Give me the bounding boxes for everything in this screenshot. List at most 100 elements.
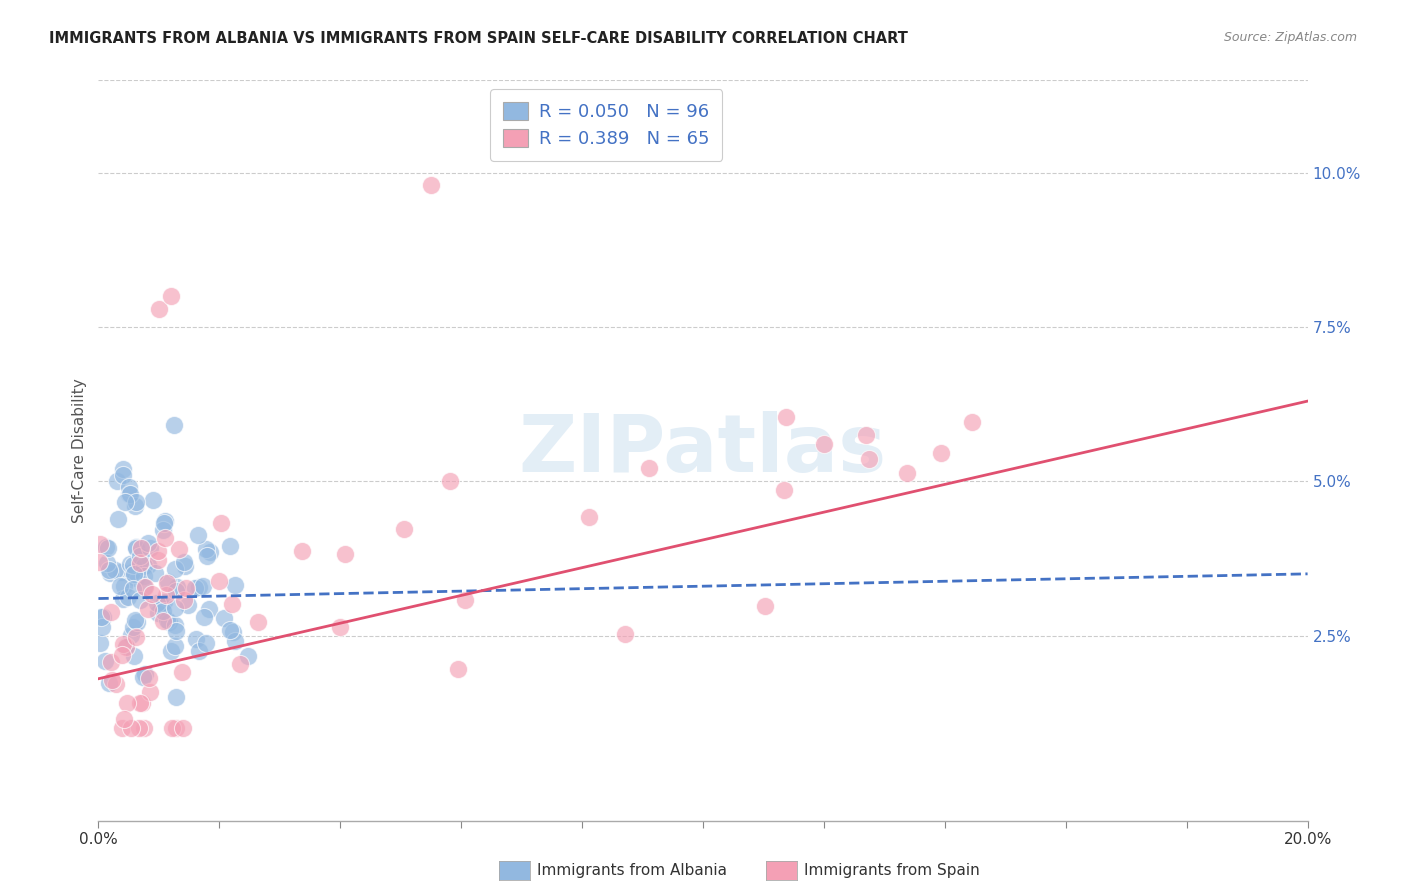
Point	[754, 599, 776, 614]
Point	[152, 516, 174, 531]
Point	[224, 634, 246, 648]
Point	[136, 535, 159, 549]
Point	[121, 620, 143, 634]
Point	[173, 593, 195, 607]
Point	[614, 627, 637, 641]
Point	[129, 556, 152, 570]
Point	[177, 598, 200, 612]
Point	[115, 696, 138, 710]
Point	[96, 540, 118, 554]
Point	[124, 613, 146, 627]
Point	[152, 614, 174, 628]
Point	[157, 575, 180, 590]
Point	[153, 514, 176, 528]
Point	[121, 565, 143, 579]
Point	[134, 558, 156, 573]
Point	[146, 596, 169, 610]
Point	[136, 602, 159, 616]
Point	[224, 577, 246, 591]
Point	[138, 671, 160, 685]
Point	[100, 655, 122, 669]
Point	[134, 581, 156, 595]
Point	[165, 583, 187, 598]
Point	[896, 466, 918, 480]
Text: Immigrants from Albania: Immigrants from Albania	[537, 863, 727, 878]
Point	[98, 675, 121, 690]
Point	[90, 610, 112, 624]
Point	[117, 590, 139, 604]
Point	[111, 721, 134, 735]
Point	[214, 611, 236, 625]
Point	[208, 574, 231, 588]
Point	[155, 588, 177, 602]
Point	[194, 635, 217, 649]
Point	[191, 579, 214, 593]
Point	[124, 499, 146, 513]
Point	[145, 566, 167, 581]
Point	[221, 597, 243, 611]
Point	[157, 615, 180, 630]
Point	[160, 289, 183, 303]
Point	[775, 410, 797, 425]
Point	[125, 630, 148, 644]
Point	[94, 654, 117, 668]
Point	[132, 671, 155, 685]
Point	[578, 509, 600, 524]
Point	[148, 606, 170, 620]
Point	[139, 684, 162, 698]
Point	[153, 531, 176, 545]
Point	[100, 605, 122, 619]
Point	[120, 721, 142, 735]
Point	[96, 556, 118, 570]
Point	[166, 581, 188, 595]
Point	[152, 604, 174, 618]
Point	[141, 586, 163, 600]
Point	[929, 446, 952, 460]
Point	[111, 648, 134, 662]
Point	[152, 523, 174, 537]
Point	[118, 480, 141, 494]
Point	[134, 666, 156, 681]
Point	[184, 632, 207, 646]
Point	[98, 566, 121, 580]
Point	[187, 528, 209, 542]
Point	[165, 690, 187, 705]
Point	[121, 558, 143, 572]
Point	[195, 542, 218, 557]
Point	[125, 615, 148, 630]
Point	[148, 301, 170, 316]
Point	[118, 558, 141, 572]
Point	[91, 609, 114, 624]
Point	[97, 541, 120, 556]
Point	[115, 639, 138, 653]
Point	[160, 721, 183, 735]
Point	[146, 544, 169, 558]
Point	[132, 568, 155, 582]
Point	[153, 595, 176, 609]
Point	[291, 544, 314, 558]
Point	[118, 486, 141, 500]
Point	[329, 620, 352, 634]
Point	[222, 624, 245, 639]
Point	[97, 563, 120, 577]
Point	[174, 559, 197, 574]
Point	[198, 545, 221, 559]
Point	[172, 721, 194, 735]
Point	[193, 610, 215, 624]
Point	[118, 487, 141, 501]
Point	[858, 451, 880, 466]
Point	[165, 618, 187, 632]
Point	[112, 713, 135, 727]
Point	[125, 541, 148, 555]
Point	[136, 558, 159, 572]
Point	[156, 613, 179, 627]
Point	[170, 665, 193, 680]
Point	[394, 523, 416, 537]
Point	[637, 461, 659, 475]
Point	[108, 579, 131, 593]
Point	[111, 462, 134, 476]
Point	[128, 696, 150, 710]
Point	[773, 483, 796, 497]
Point	[139, 541, 162, 556]
Point	[148, 552, 170, 566]
